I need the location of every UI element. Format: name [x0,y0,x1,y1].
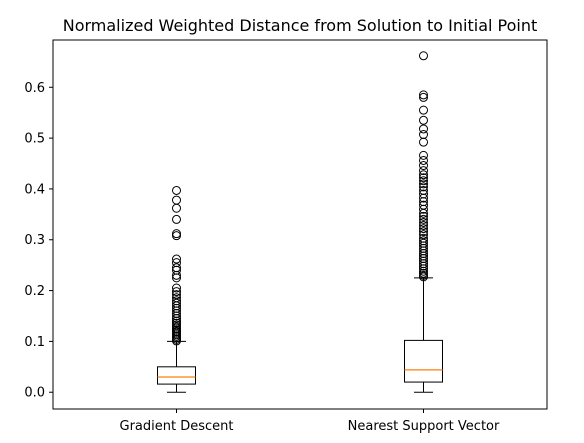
iqr-box [404,339,443,383]
box-group [157,185,196,393]
outlier-point [172,254,181,264]
outlier-point [419,161,428,171]
outlier-point [172,287,181,297]
outlier-point [419,217,428,227]
chart-title: Normalized Weighted Distance from Soluti… [63,16,538,35]
y-tick-label: 0.3 [24,233,45,248]
outlier-point [172,290,181,300]
outlier-point [419,115,428,125]
y-tick-label: 0.4 [24,182,45,197]
outlier-point [419,224,428,234]
outlier-point [172,258,181,268]
outlier-point [419,189,428,199]
y-tick-label: 0.5 [24,132,45,147]
outlier-point [419,185,428,195]
outlier-point [419,124,428,134]
outlier-point [172,185,181,195]
outlier-point [419,105,428,115]
outlier-point [172,229,181,239]
y-tick-label: 0.2 [24,284,45,299]
outlier-point [172,263,181,273]
outlier-point [172,195,181,205]
outlier-point [172,293,181,303]
outlier-point [419,227,428,237]
boxes-layer [157,51,443,393]
y-tick-label: 0.1 [24,335,45,350]
y-tick-label: 0.6 [24,81,45,96]
outlier-point [419,230,428,240]
y-axis: 0.0 0.1 0.2 0.3 0.4 0.5 0.6 [24,81,53,401]
outlier-point [419,214,428,224]
outlier-point [419,182,428,192]
outlier-point [419,51,428,61]
outlier-point [419,233,428,243]
outlier-point [172,283,181,293]
outlier-point [419,90,428,100]
outlier-point [419,236,428,246]
box-group [404,51,443,393]
outlier-point [419,130,428,140]
outlier-point [419,179,428,189]
outlier-point [419,173,428,183]
outlier-point [419,170,428,180]
outlier-point [419,155,428,165]
outlier-point [419,176,428,186]
iqr-box [157,366,196,385]
outlier-point [419,238,428,248]
outlier-point [172,214,181,224]
outlier-point [419,92,428,102]
outlier-point [419,211,428,221]
x-tick-label: Nearest Support Vector [348,419,500,434]
outlier-point [172,296,181,306]
outlier-point [172,298,181,308]
outlier-point [419,150,428,160]
x-axis: Gradient Descent Nearest Support Vector [120,409,500,434]
outlier-point [419,200,428,210]
outlier-point [419,221,428,231]
x-tick-label: Gradient Descent [120,419,234,434]
plot-area-frame [52,39,548,410]
outlier-point [419,166,428,176]
y-tick-label: 0.0 [24,386,45,401]
